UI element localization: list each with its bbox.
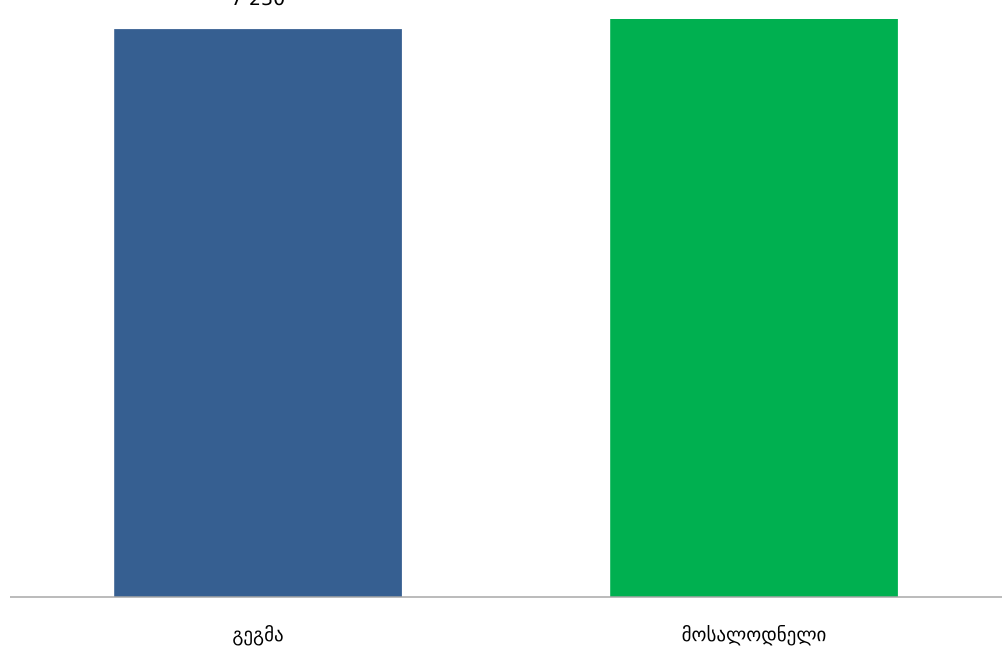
data-label-1: 7 230 <box>231 0 285 10</box>
bar-2 <box>610 19 898 597</box>
category-labels-layer: გეგმა მოსალოდნელი <box>232 624 826 646</box>
bar-1 <box>114 29 402 598</box>
data-labels-layer: 7 2307 358 <box>231 0 285 10</box>
category-label-2: მოსალოდნელი <box>682 624 827 646</box>
category-label-1: გეგმა <box>232 624 283 646</box>
bars-layer <box>114 19 898 598</box>
